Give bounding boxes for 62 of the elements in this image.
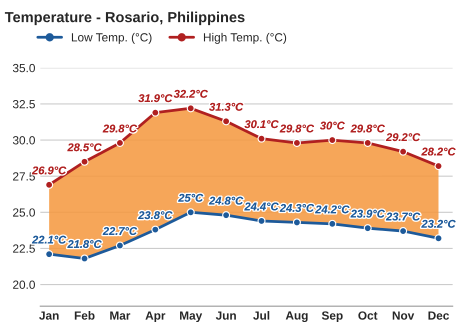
x-tick-label: Mar xyxy=(110,311,130,320)
point xyxy=(116,138,124,147)
point xyxy=(151,108,160,117)
data-label: 30.1°C xyxy=(244,120,279,128)
point xyxy=(80,158,89,166)
data-label: 26.9°C xyxy=(32,166,66,174)
data-label: 23.7°C xyxy=(386,212,420,221)
data-label: 21.8°C xyxy=(67,240,102,248)
x-tick-label: Oct xyxy=(358,311,378,320)
point xyxy=(116,241,124,250)
point xyxy=(328,136,336,144)
data-label: 24.4°C xyxy=(244,202,279,210)
data-label: 22.1°C xyxy=(32,236,66,244)
point xyxy=(222,117,230,126)
data-label: 29.8°C xyxy=(280,124,314,132)
point xyxy=(45,250,54,258)
x-tick-label: Sep xyxy=(322,311,343,322)
x-tick-label: Nov xyxy=(392,311,414,320)
data-label: 28.2°C xyxy=(421,148,456,156)
data-label: 23.8°C xyxy=(138,211,173,220)
data-label: 24.2°C xyxy=(315,205,350,214)
x-tick-label: Jan xyxy=(39,311,59,320)
data-label: 29.2°C xyxy=(386,133,420,142)
x-tick-label: Dec xyxy=(428,311,449,320)
data-label: 32.2°C xyxy=(174,90,208,98)
point xyxy=(257,216,266,225)
point xyxy=(292,138,301,147)
y-tick-label: 25.0 xyxy=(13,208,35,217)
x-tick-label: Aug xyxy=(286,311,308,322)
data-label: 24.3°C xyxy=(280,204,314,212)
point xyxy=(45,180,54,189)
legend-label: High Temp. (°C) xyxy=(204,32,286,44)
data-label: 31.9°C xyxy=(138,94,173,102)
point xyxy=(257,134,266,143)
data-label: 31.3°C xyxy=(209,102,244,111)
chart-title: Temperature - Rosario, Philippines xyxy=(4,12,245,26)
point xyxy=(364,138,372,147)
point xyxy=(328,220,336,228)
x-tick-label: Feb xyxy=(74,311,95,320)
data-label: 24.8°C xyxy=(208,196,244,205)
x-tick-label: May xyxy=(180,311,202,322)
point xyxy=(292,218,301,226)
legend-label: Low Temp. (°C) xyxy=(72,32,152,44)
data-label: 25°C xyxy=(178,194,204,202)
x-tick-label: Jun xyxy=(216,311,236,320)
y-tick-label: 20.0 xyxy=(13,280,35,289)
data-label: 28.5°C xyxy=(67,143,102,152)
y-tick-label: 35.0 xyxy=(12,64,35,72)
point xyxy=(364,224,372,232)
point xyxy=(399,148,408,156)
data-label: 22.7°C xyxy=(102,227,138,235)
point xyxy=(222,211,230,220)
point xyxy=(186,208,195,216)
point xyxy=(186,104,195,112)
x-tick-label: Apr xyxy=(145,311,166,322)
y-tick-label: 30.0 xyxy=(12,136,35,144)
y-tick-label: 32.5 xyxy=(12,100,35,108)
x-tick-label: Jul xyxy=(253,311,270,320)
y-tick-label: 22.5 xyxy=(13,244,35,253)
data-label: 30°C xyxy=(320,122,345,130)
data-label: 29.8°C xyxy=(350,124,385,132)
data-label: 23.9°C xyxy=(350,210,385,218)
